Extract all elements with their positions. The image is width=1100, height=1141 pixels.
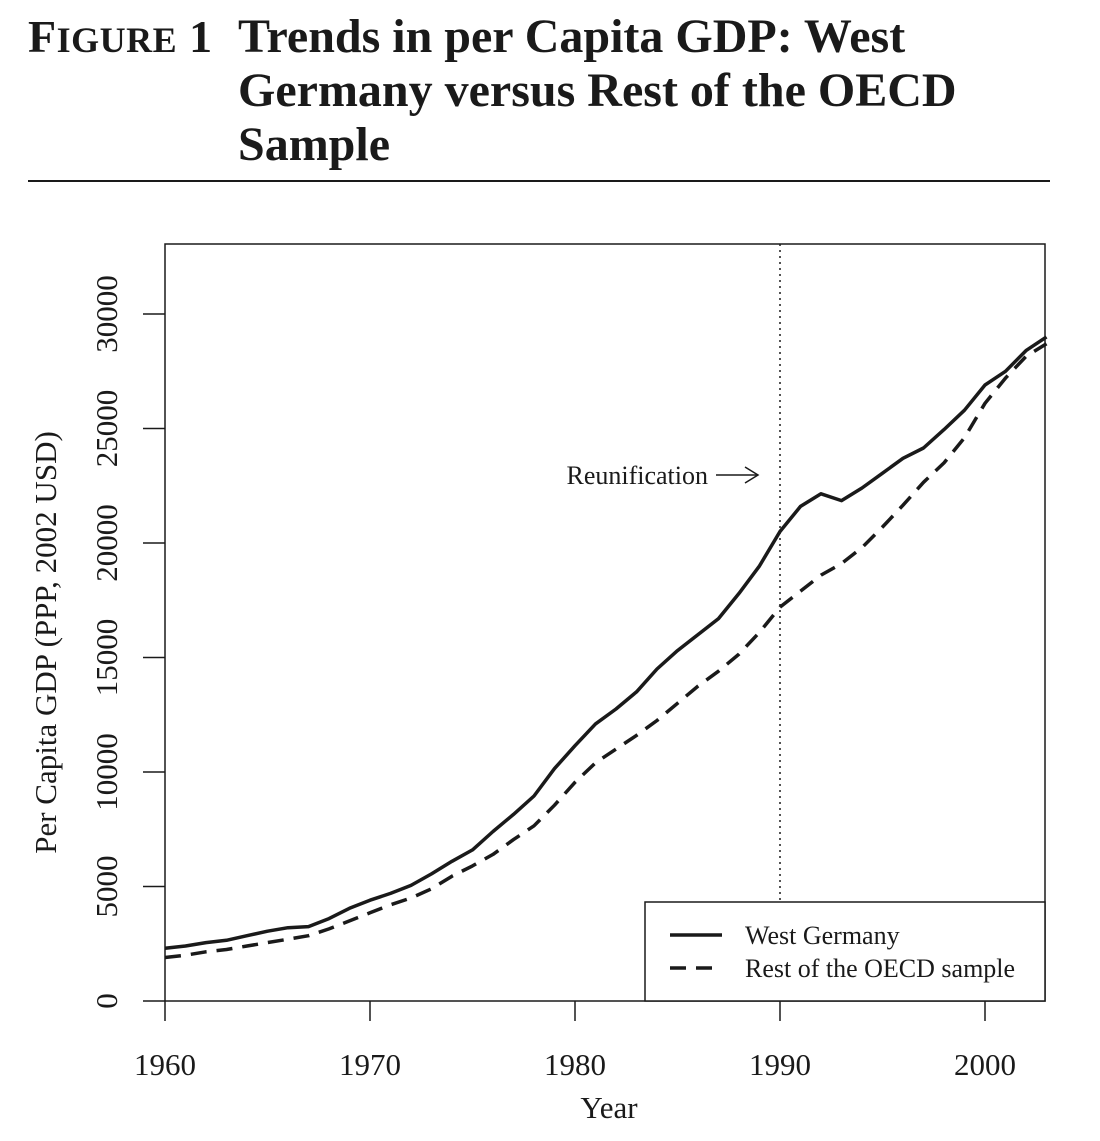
legend-label: Rest of the OECD sample bbox=[745, 954, 1015, 983]
y-tick-label: 25000 bbox=[89, 390, 124, 468]
figure-title: Trends in per Capita GDP: West Germany v… bbox=[238, 10, 957, 171]
figure-number: 1 bbox=[189, 11, 213, 62]
series-line-rest-of-oecd bbox=[164, 342, 1048, 960]
reunification-label: Reunification bbox=[566, 461, 708, 490]
y-tick-label: 30000 bbox=[89, 275, 124, 353]
legend bbox=[644, 901, 1046, 1002]
y-tick-label: 15000 bbox=[89, 619, 124, 697]
y-tick-label: 5000 bbox=[89, 856, 124, 918]
x-tick-label: 1980 bbox=[544, 1047, 606, 1082]
x-tick-label: 1960 bbox=[134, 1047, 196, 1082]
x-axis-title: Year bbox=[580, 1090, 638, 1125]
figure-label: FIGURE 1 bbox=[28, 10, 213, 67]
x-tick-label: 1970 bbox=[339, 1047, 401, 1082]
legend-label: West Germany bbox=[745, 921, 900, 950]
x-tick-label: 2000 bbox=[954, 1047, 1016, 1082]
y-tick-label: 10000 bbox=[89, 733, 124, 811]
y-tick-label: 20000 bbox=[89, 504, 124, 582]
y-axis-title: Per Capita GDP (PPP, 2002 USD) bbox=[28, 431, 63, 854]
header-rule bbox=[28, 180, 1050, 182]
reunification-arrow-head bbox=[744, 466, 760, 484]
series-line-west-germany bbox=[164, 335, 1048, 951]
y-tick-label: 0 bbox=[89, 993, 124, 1009]
figure-label-rest: IGURE bbox=[56, 20, 178, 60]
figure-label-initial: F bbox=[28, 11, 57, 62]
x-tick-label: 1990 bbox=[749, 1047, 811, 1082]
plot-frame bbox=[164, 243, 1046, 1002]
